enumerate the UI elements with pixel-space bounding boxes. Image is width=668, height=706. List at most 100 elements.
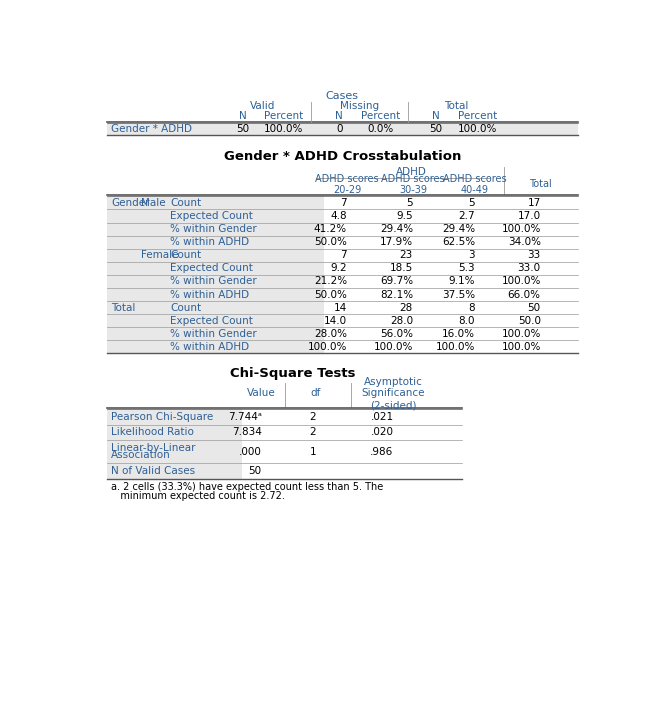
Text: 2: 2: [309, 412, 316, 422]
Text: .020: .020: [371, 427, 393, 438]
Text: Total: Total: [444, 100, 469, 111]
Bar: [107, 409, 242, 425]
Bar: [324, 262, 578, 275]
Text: a. 2 cells (33.3%) have expected count less than 5. The: a. 2 cells (33.3%) have expected count l…: [111, 482, 383, 492]
Bar: [107, 340, 324, 354]
Text: df: df: [311, 388, 321, 398]
Bar: [324, 328, 578, 340]
Bar: [324, 222, 578, 236]
Text: 17: 17: [528, 198, 541, 208]
Text: 100.0%: 100.0%: [436, 342, 475, 352]
Text: 34.0%: 34.0%: [508, 237, 541, 247]
Text: 2.7: 2.7: [458, 211, 475, 221]
Text: 9.5: 9.5: [396, 211, 413, 221]
Text: 17.0: 17.0: [518, 211, 541, 221]
Bar: [107, 196, 324, 210]
Text: .021: .021: [370, 412, 393, 422]
Text: 5.3: 5.3: [458, 263, 475, 273]
Bar: [242, 409, 462, 425]
Text: Gender: Gender: [112, 198, 150, 208]
Text: 100.0%: 100.0%: [502, 329, 541, 339]
Text: Percent: Percent: [264, 111, 303, 121]
Bar: [107, 123, 578, 135]
Bar: [324, 236, 578, 249]
Text: 100.0%: 100.0%: [502, 342, 541, 352]
Text: minimum expected count is 2.72.: minimum expected count is 2.72.: [111, 491, 285, 501]
Bar: [107, 222, 324, 236]
Text: Male: Male: [141, 198, 166, 208]
Text: .000: .000: [239, 447, 262, 457]
Text: 28.0%: 28.0%: [314, 329, 347, 339]
Text: Chi-Square Tests: Chi-Square Tests: [230, 367, 355, 380]
Bar: [324, 340, 578, 354]
Text: 21.2%: 21.2%: [314, 277, 347, 287]
Text: 100.0%: 100.0%: [458, 124, 497, 134]
Text: 4.8: 4.8: [331, 211, 347, 221]
Bar: [107, 249, 324, 262]
Text: 8: 8: [468, 303, 475, 313]
Text: 0: 0: [336, 124, 343, 134]
Text: 1: 1: [309, 447, 316, 457]
Text: Female: Female: [141, 250, 178, 261]
Text: 7.834: 7.834: [232, 427, 262, 438]
Text: 33: 33: [528, 250, 541, 261]
Text: 82.1%: 82.1%: [379, 289, 413, 299]
Text: 9.1%: 9.1%: [448, 277, 475, 287]
Text: 50.0%: 50.0%: [314, 237, 347, 247]
Bar: [324, 288, 578, 301]
Text: Gender * ADHD Crosstabulation: Gender * ADHD Crosstabulation: [224, 150, 461, 163]
Text: 50.0: 50.0: [518, 316, 541, 325]
Text: 50.0%: 50.0%: [314, 289, 347, 299]
Text: 50: 50: [528, 303, 541, 313]
Text: Expected Count: Expected Count: [170, 211, 253, 221]
Text: Total: Total: [529, 179, 552, 189]
Text: 28.0: 28.0: [389, 316, 413, 325]
Bar: [107, 301, 324, 314]
Text: 62.5%: 62.5%: [442, 237, 475, 247]
Text: ADHD scores
40-49: ADHD scores 40-49: [443, 174, 507, 196]
Bar: [107, 210, 324, 222]
Text: Gender * ADHD: Gender * ADHD: [111, 124, 192, 134]
Text: 9.2: 9.2: [331, 263, 347, 273]
Text: Count: Count: [170, 303, 202, 313]
Text: 50: 50: [236, 124, 249, 134]
Text: Expected Count: Expected Count: [170, 263, 253, 273]
Text: 29.4%: 29.4%: [379, 224, 413, 234]
Text: 14.0: 14.0: [324, 316, 347, 325]
Text: % within Gender: % within Gender: [170, 329, 257, 339]
Bar: [107, 425, 242, 440]
Text: 100.0%: 100.0%: [308, 342, 347, 352]
Text: 100.0%: 100.0%: [373, 342, 413, 352]
Text: 56.0%: 56.0%: [380, 329, 413, 339]
Bar: [107, 288, 324, 301]
Text: 0.0%: 0.0%: [367, 124, 393, 134]
Text: 100.0%: 100.0%: [502, 224, 541, 234]
Bar: [242, 425, 462, 440]
Text: 3: 3: [468, 250, 475, 261]
Bar: [242, 440, 462, 463]
Text: 17.9%: 17.9%: [379, 237, 413, 247]
Text: .986: .986: [370, 447, 393, 457]
Text: Total: Total: [112, 303, 136, 313]
Bar: [107, 275, 324, 288]
Text: 23: 23: [399, 250, 413, 261]
Text: 16.0%: 16.0%: [442, 329, 475, 339]
Text: % within ADHD: % within ADHD: [170, 342, 249, 352]
Bar: [107, 328, 324, 340]
Bar: [107, 440, 242, 463]
Text: N of Valid Cases: N of Valid Cases: [111, 466, 195, 476]
Text: Value: Value: [247, 388, 276, 398]
Text: 100.0%: 100.0%: [502, 277, 541, 287]
Bar: [324, 275, 578, 288]
Text: % within ADHD: % within ADHD: [170, 237, 249, 247]
Text: Count: Count: [170, 198, 202, 208]
Text: % within Gender: % within Gender: [170, 224, 257, 234]
Bar: [107, 463, 242, 479]
Text: Pearson Chi-Square: Pearson Chi-Square: [111, 412, 213, 422]
Bar: [324, 196, 578, 210]
Text: Likelihood Ratio: Likelihood Ratio: [111, 427, 194, 438]
Text: 7.744ᵃ: 7.744ᵃ: [228, 412, 262, 422]
Text: 18.5: 18.5: [389, 263, 413, 273]
Text: 50: 50: [248, 466, 262, 476]
Text: 66.0%: 66.0%: [508, 289, 541, 299]
